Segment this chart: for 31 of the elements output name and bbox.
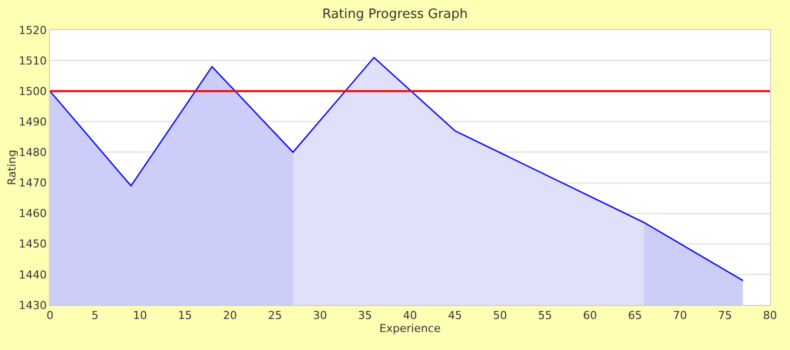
x-tick-label: 70 bbox=[673, 309, 687, 322]
x-tick-label: 35 bbox=[358, 309, 372, 322]
y-tick-label: 1470 bbox=[18, 176, 47, 190]
x-tick-label: 20 bbox=[223, 309, 237, 322]
x-tick-label: 25 bbox=[268, 309, 282, 322]
x-tick-label: 80 bbox=[763, 309, 777, 322]
x-tick-label: 5 bbox=[92, 309, 98, 322]
chart-title: Rating Progress Graph bbox=[322, 6, 468, 22]
y-tick-label: 1460 bbox=[18, 207, 47, 220]
x-tick-label: 45 bbox=[448, 309, 462, 322]
x-tick-label: 10 bbox=[133, 309, 147, 322]
x-tick-label: 40 bbox=[403, 309, 417, 322]
x-tick-label: 60 bbox=[583, 309, 597, 322]
y-tick-label: 1480 bbox=[18, 146, 47, 160]
x-tick-label: 15 bbox=[178, 309, 192, 322]
x-tick-label: 50 bbox=[493, 309, 507, 322]
y-tick-label: 1520 bbox=[18, 24, 47, 37]
y-axis-title: Rating bbox=[5, 150, 18, 186]
y-tick-label: 1450 bbox=[18, 238, 47, 251]
y-tick-label: 1510 bbox=[18, 54, 47, 68]
line-series bbox=[50, 56, 744, 282]
y-tick-label: 1490 bbox=[18, 116, 47, 129]
x-tick-label: 75 bbox=[718, 309, 732, 322]
x-tick-label: 0 bbox=[46, 309, 54, 322]
y-tick-label: 1500 bbox=[18, 84, 47, 98]
x-tick-label: 65 bbox=[628, 309, 642, 322]
y-tick-label: 1440 bbox=[18, 268, 47, 282]
x-tick-label: 55 bbox=[538, 309, 552, 322]
y-tick-label: 1430 bbox=[18, 298, 47, 312]
x-axis-title: Experience bbox=[379, 322, 441, 336]
x-tick-label: 30 bbox=[313, 309, 327, 322]
